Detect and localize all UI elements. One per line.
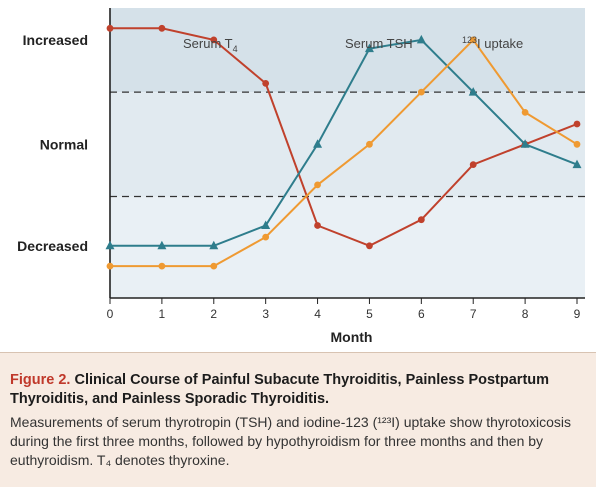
series-label-sup: 123 — [462, 35, 477, 45]
series-label-main: Serum T — [183, 36, 233, 51]
x-axis-title: Month — [331, 329, 373, 345]
data-point — [366, 141, 373, 148]
y-category-label: Normal — [40, 136, 88, 152]
x-tick-label: 5 — [366, 307, 373, 321]
data-point — [210, 263, 217, 270]
caption-title-text: Clinical Course of Painful Subacute Thyr… — [10, 372, 549, 407]
data-point — [262, 80, 269, 87]
plot-region-low — [110, 197, 585, 299]
figure-label: Figure 2. — [10, 372, 70, 388]
series-label: Serum TSH — [345, 36, 413, 51]
caption-title: Figure 2. Clinical Course of Painful Sub… — [10, 371, 586, 409]
x-tick-label: 4 — [314, 307, 321, 321]
data-point — [158, 263, 165, 270]
x-tick-label: 0 — [107, 307, 114, 321]
data-point — [574, 141, 581, 148]
x-tick-label: 6 — [418, 307, 425, 321]
y-category-label: Decreased — [17, 238, 88, 254]
data-point — [314, 182, 321, 189]
x-tick-label: 7 — [470, 307, 477, 321]
x-tick-label: 9 — [574, 307, 581, 321]
data-point — [418, 216, 425, 223]
data-point — [107, 25, 114, 32]
data-point — [158, 25, 165, 32]
x-tick-label: 2 — [210, 307, 217, 321]
plot-region-normal — [110, 92, 585, 196]
series-label-sub: 4 — [233, 44, 238, 54]
data-point — [366, 242, 373, 249]
data-point — [107, 263, 114, 270]
data-point — [574, 121, 581, 128]
caption-body: Measurements of serum thyrotropin (TSH) … — [10, 413, 586, 470]
x-tick-label: 1 — [159, 307, 166, 321]
data-point — [522, 109, 529, 116]
data-point — [262, 234, 269, 241]
x-tick-label: 3 — [262, 307, 269, 321]
y-category-label: Increased — [23, 32, 88, 48]
figure-caption: Figure 2. Clinical Course of Painful Sub… — [0, 352, 596, 487]
series-label-main: I uptake — [477, 36, 523, 51]
data-point — [470, 161, 477, 168]
data-point — [418, 89, 425, 96]
data-point — [314, 222, 321, 229]
chart-figure: Decreased Normal Increased 0 1 2 3 4 5 6 7 8 9 Month S… — [0, 0, 596, 352]
x-tick-label: 8 — [522, 307, 529, 321]
series-label-main: Serum TSH — [345, 36, 413, 51]
